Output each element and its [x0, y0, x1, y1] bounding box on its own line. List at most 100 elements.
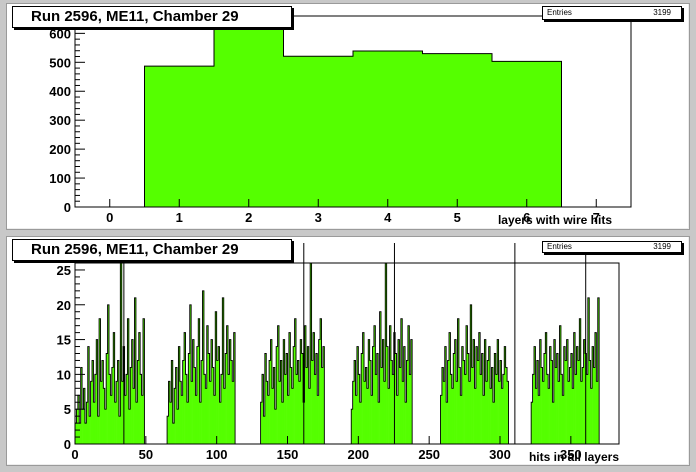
bar	[317, 395, 319, 444]
bar	[186, 402, 189, 444]
bar	[291, 388, 294, 444]
bar	[352, 381, 355, 444]
bar	[538, 395, 540, 444]
bar	[288, 332, 291, 444]
bar	[97, 416, 100, 444]
bar	[366, 388, 369, 444]
x-tick-label-1-6: 6	[523, 210, 530, 225]
bar	[271, 388, 274, 444]
bar	[211, 339, 213, 444]
bar	[206, 325, 209, 444]
y-tick-label-2-3: 15	[57, 333, 71, 348]
bar	[226, 325, 229, 444]
bar	[273, 367, 276, 444]
bar	[593, 367, 596, 444]
bar	[203, 374, 206, 444]
bar	[583, 339, 586, 444]
bar	[379, 311, 382, 444]
bar	[546, 374, 549, 444]
y-tick-label-1-1: 100	[49, 171, 71, 186]
bar	[364, 381, 366, 444]
bar	[576, 346, 579, 444]
bar	[474, 388, 477, 444]
bar	[294, 318, 297, 444]
bar	[555, 367, 557, 444]
bar	[385, 263, 387, 444]
bar	[262, 374, 264, 444]
bar	[86, 402, 89, 444]
bar	[398, 339, 400, 444]
bar	[87, 346, 90, 444]
bar	[110, 395, 113, 444]
bar	[83, 388, 86, 444]
histogram-outline-segment-4	[440, 304, 509, 444]
x-tick-label-2-0: 0	[71, 447, 78, 462]
bar	[378, 402, 380, 444]
bar	[365, 367, 368, 444]
y-tick-label-1-0: 0	[64, 200, 71, 215]
bar	[113, 332, 115, 444]
bar	[93, 402, 96, 444]
bar	[171, 360, 174, 444]
x-tick-label-1-0: 0	[106, 210, 113, 225]
bar	[318, 339, 321, 444]
bar	[141, 395, 144, 444]
bar	[376, 353, 379, 444]
stats-entries-value-1: 3199	[653, 8, 671, 17]
bar	[400, 318, 403, 444]
bar	[269, 360, 271, 444]
y-tick-label-2-2: 10	[57, 367, 71, 382]
bar	[406, 360, 409, 444]
bar	[355, 395, 358, 444]
bar	[320, 318, 322, 444]
bar	[558, 381, 560, 444]
bar	[466, 325, 468, 444]
bar	[297, 360, 300, 444]
bar	[143, 318, 145, 444]
bar	[138, 332, 141, 444]
bar	[485, 381, 488, 444]
bar	[562, 395, 565, 444]
bar	[218, 346, 220, 444]
bar	[198, 318, 200, 444]
bar	[487, 360, 489, 444]
y-tick-label-2-1: 5	[64, 402, 71, 417]
bar	[107, 304, 110, 444]
bar	[281, 402, 284, 444]
bar	[371, 395, 373, 444]
bar	[109, 374, 111, 444]
bar	[106, 353, 108, 444]
bar	[201, 360, 203, 444]
bar	[402, 381, 404, 444]
bar	[539, 339, 542, 444]
stats-entries-label-2: Entries	[547, 242, 572, 251]
bar	[556, 353, 559, 444]
bar	[100, 381, 103, 444]
bar	[468, 381, 471, 444]
bar-2	[214, 28, 284, 208]
bar	[277, 325, 280, 444]
bar	[313, 332, 315, 444]
bar	[532, 374, 535, 444]
x-tick-label-1-1: 1	[176, 210, 183, 225]
bar	[79, 423, 81, 444]
y-tick-label-1-6: 600	[49, 26, 71, 41]
bar	[267, 395, 270, 444]
chart-title-1: Run 2596, ME11, Chamber 29	[12, 6, 292, 28]
bar	[181, 395, 183, 444]
bar	[568, 381, 570, 444]
x-axis-label-2: hits in all layers	[529, 450, 619, 464]
stats-box-2: Entries 3199	[542, 241, 682, 253]
bar-5	[422, 53, 492, 207]
bar	[296, 374, 298, 444]
bar	[596, 381, 599, 444]
bar	[362, 332, 365, 444]
bar	[266, 381, 268, 444]
bar-1	[144, 66, 214, 207]
bar	[126, 374, 128, 444]
bar	[443, 381, 446, 444]
bar	[390, 360, 393, 444]
bar	[322, 346, 325, 444]
bar	[127, 318, 130, 444]
